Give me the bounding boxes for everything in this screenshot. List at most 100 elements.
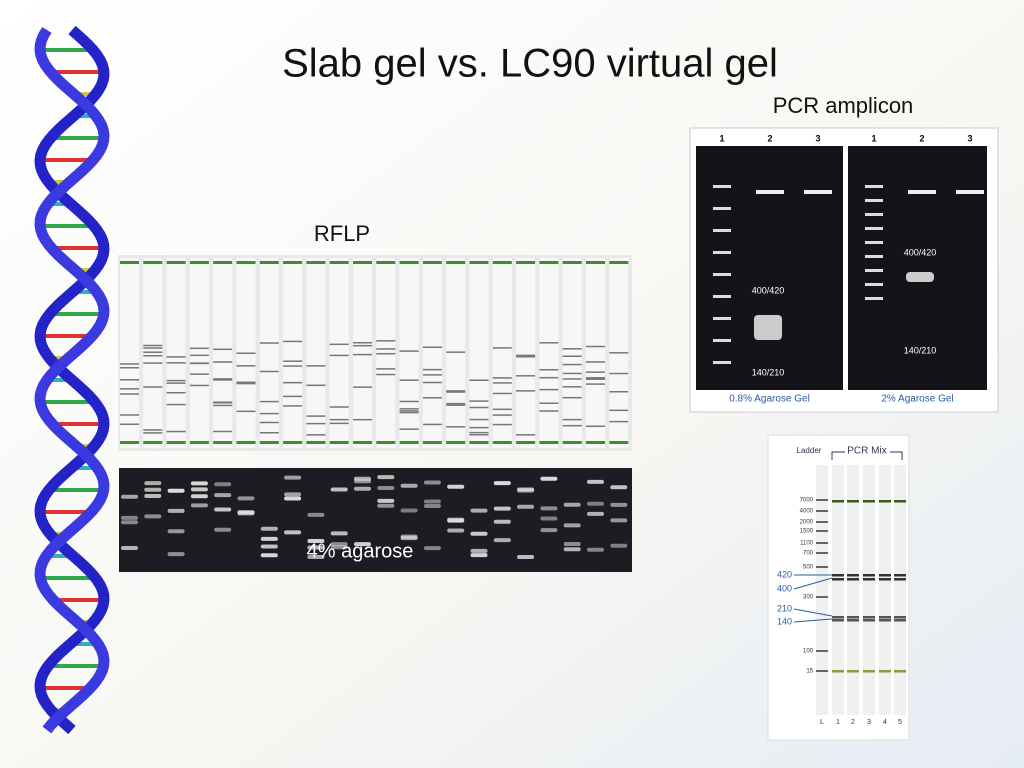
slab-band bbox=[307, 554, 325, 559]
band bbox=[469, 434, 489, 436]
band bbox=[492, 377, 512, 379]
ladder-band bbox=[865, 269, 883, 272]
band bbox=[329, 418, 349, 421]
slab-band bbox=[284, 492, 302, 497]
slab-band bbox=[470, 531, 488, 536]
band bbox=[399, 411, 419, 414]
marker-band bbox=[353, 441, 372, 444]
band bbox=[562, 348, 582, 350]
band bbox=[329, 343, 349, 346]
band bbox=[399, 410, 419, 412]
slab-band bbox=[470, 553, 488, 558]
lane bbox=[259, 258, 279, 448]
slab-band bbox=[214, 493, 232, 498]
band bbox=[213, 361, 233, 363]
slab-band bbox=[214, 482, 232, 487]
slab-band bbox=[563, 502, 581, 507]
marker-band bbox=[143, 441, 163, 444]
band bbox=[259, 400, 279, 403]
band bbox=[329, 406, 349, 408]
ladder-band bbox=[865, 199, 883, 202]
marker-band bbox=[399, 441, 419, 444]
band bbox=[586, 371, 605, 373]
band bbox=[562, 355, 582, 357]
band bbox=[399, 400, 419, 403]
slab-band bbox=[540, 516, 558, 521]
band bbox=[469, 426, 489, 429]
slab-band bbox=[587, 501, 604, 506]
band bbox=[189, 373, 209, 375]
band bbox=[832, 578, 844, 581]
ladder-band bbox=[713, 339, 731, 342]
slab-band bbox=[330, 542, 348, 547]
band bbox=[586, 378, 605, 380]
band bbox=[259, 412, 279, 415]
band bbox=[586, 377, 605, 379]
callout-line bbox=[793, 608, 833, 617]
band bbox=[213, 404, 233, 407]
slab-band bbox=[610, 518, 628, 523]
band bbox=[120, 363, 139, 365]
band bbox=[259, 421, 279, 424]
callout-line bbox=[793, 618, 833, 623]
slab-band bbox=[423, 546, 441, 551]
band bbox=[847, 574, 859, 577]
band bbox=[236, 410, 256, 413]
band bbox=[469, 406, 489, 409]
band bbox=[894, 500, 906, 503]
slab-band bbox=[354, 542, 371, 547]
lane-label: 1 bbox=[719, 133, 724, 143]
band bbox=[166, 430, 186, 433]
band bbox=[956, 190, 984, 194]
slab-band bbox=[563, 542, 581, 547]
slab-band bbox=[493, 506, 511, 511]
ladder-size: 1500 bbox=[800, 529, 814, 535]
slab-band bbox=[540, 506, 558, 511]
lane-label: 3 bbox=[815, 133, 820, 143]
slab-band bbox=[517, 488, 535, 493]
band bbox=[586, 361, 605, 363]
ladder-band bbox=[816, 499, 828, 501]
marker-band bbox=[562, 441, 582, 444]
slab-band bbox=[121, 520, 138, 525]
slab-band bbox=[447, 484, 465, 489]
band bbox=[609, 390, 629, 393]
slab-band bbox=[214, 527, 232, 532]
lane bbox=[329, 258, 349, 448]
band bbox=[879, 500, 891, 503]
slab-band bbox=[190, 503, 208, 508]
size-callout: 140 bbox=[777, 616, 792, 626]
band bbox=[446, 391, 466, 393]
lane bbox=[863, 465, 875, 715]
slab-band bbox=[167, 529, 185, 534]
band bbox=[143, 355, 163, 357]
marker-band bbox=[143, 261, 163, 264]
band bbox=[832, 616, 844, 619]
marker-band bbox=[539, 441, 559, 444]
mix-label: PCR Mix bbox=[847, 446, 886, 457]
band bbox=[283, 405, 303, 407]
band bbox=[894, 574, 906, 577]
band bbox=[189, 347, 209, 350]
slab-band bbox=[260, 526, 278, 531]
slab-band bbox=[284, 530, 302, 535]
band bbox=[609, 420, 629, 423]
slab-band bbox=[587, 547, 604, 552]
slab-band bbox=[330, 487, 348, 492]
band bbox=[283, 340, 303, 343]
marker-band bbox=[609, 441, 629, 444]
ladder-band bbox=[816, 552, 828, 554]
band bbox=[516, 356, 536, 358]
band bbox=[847, 500, 859, 503]
lane bbox=[446, 258, 466, 448]
slab-band bbox=[610, 485, 628, 490]
band bbox=[283, 365, 303, 367]
helix-strand bbox=[34, 27, 110, 734]
lane bbox=[539, 258, 559, 448]
band bbox=[120, 414, 139, 416]
band bbox=[492, 414, 512, 416]
band bbox=[283, 360, 303, 362]
band bbox=[516, 354, 536, 357]
slab-band bbox=[493, 481, 511, 486]
band bbox=[236, 382, 256, 385]
